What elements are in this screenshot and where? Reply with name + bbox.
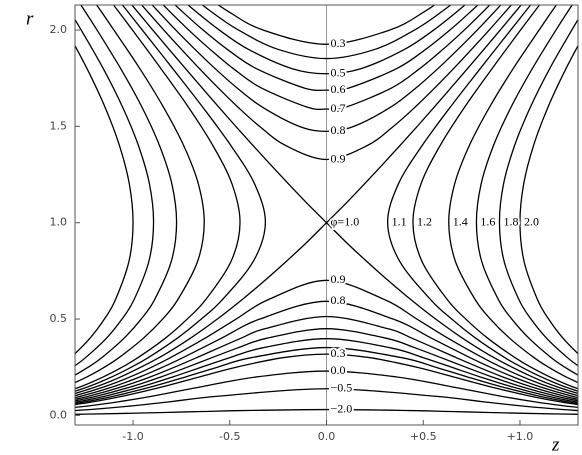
contour-line [75,5,267,392]
contour-line [131,5,578,395]
x-tick-label: 0.0 [318,430,336,443]
contour-line [75,18,155,367]
y-tick-label: 0.0 [50,408,68,421]
contour-line [448,5,578,384]
contour-line [412,5,578,390]
y-tick-label: 1.5 [50,119,68,132]
contour-label: 0.9 [331,151,346,165]
contour-line [75,370,578,409]
contour-label: −0.5 [331,381,353,395]
y-axis-label: r [26,8,34,29]
x-tick-label: -1.0 [122,430,143,443]
contour-line [75,408,578,415]
contour-label: 0.6 [331,82,346,96]
contour-label: 2.0 [524,214,539,228]
x-axis-label: z [551,434,560,455]
contour-line [75,5,522,395]
contour-label: 0.3 [331,346,346,360]
contour-label: 0.9 [331,272,346,286]
contour-line [174,5,479,92]
y-tick-label: 2.0 [50,23,68,36]
contour-line [201,5,452,60]
contour-line [75,44,134,355]
contour-line [75,328,578,402]
contour-line [75,346,578,405]
contour-line [217,5,436,45]
y-tick-label: 0.5 [50,312,68,325]
contour-line [75,5,178,376]
contour-label: 1.2 [417,214,432,228]
contour-label: 0.8 [331,293,346,307]
contour-line [75,279,578,397]
contour-line [386,5,578,392]
contour-label: 0.5 [331,66,346,80]
contour-line [475,5,578,376]
contour-label: 0.3 [331,36,346,50]
plot-area [75,5,578,425]
contour-label: 1.4 [453,214,468,228]
x-tick-label: +0.5 [410,430,437,443]
contour-label: 0.8 [331,123,346,137]
contour-line [75,353,578,406]
contour-line [75,5,241,390]
contour-label: 1.6 [480,214,495,228]
x-tick-label: -0.5 [219,430,240,443]
contour-line [498,18,578,367]
contour-line [75,5,205,384]
contour-label: −2.0 [331,401,353,415]
contour-line [75,300,578,399]
contour-label: 1.1 [392,214,407,228]
contour-line [75,388,578,412]
contour-label: 0.0 [331,363,346,377]
contour-line [151,5,502,133]
contour-label: φ=1.0 [331,214,360,228]
contour-label: 1.8 [503,214,518,228]
contour-line [75,315,578,400]
contour-label: 0.7 [331,101,346,115]
y-tick-label: 1.0 [50,216,68,229]
contour-line [162,5,491,111]
contour-line [519,44,578,355]
contour-line [140,5,513,161]
contour-line [187,5,466,75]
x-tick-label: +1.0 [507,430,534,443]
contour-line [75,338,578,403]
